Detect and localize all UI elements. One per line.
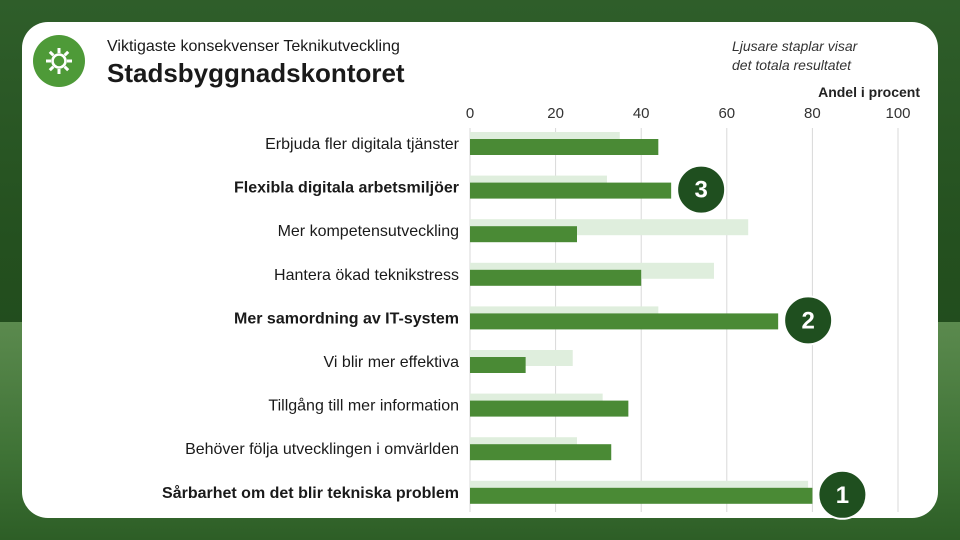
result-bar-5 xyxy=(470,357,526,373)
result-bar-3 xyxy=(470,269,642,286)
category-label-8: Sårbarhet om det blir tekniska problem xyxy=(162,484,459,502)
rank-badge-label-1: 1 xyxy=(836,482,849,509)
rank-badge-1 xyxy=(817,469,868,520)
rank-badge-label-3: 3 xyxy=(694,177,707,204)
result-bar-1 xyxy=(470,182,672,199)
rank-badge-2 xyxy=(783,295,834,346)
result-bar-6 xyxy=(470,400,629,417)
x-tick-label-100: 100 xyxy=(885,105,910,122)
x-tick-label-40: 40 xyxy=(633,105,650,122)
legend-note-line-1: Ljusare staplar visar xyxy=(732,38,858,54)
chart-subtitle: Viktigaste konsekvenser Teknikutveckling xyxy=(107,38,400,55)
legend-note-line-2: det totala resultatet xyxy=(732,57,852,73)
category-label-2: Mer kompetensutveckling xyxy=(278,223,459,240)
x-tick-label-80: 80 xyxy=(804,105,821,122)
category-label-5: Vi blir mer effektiva xyxy=(324,354,460,371)
x-axis-title: Andel i procent xyxy=(818,84,920,100)
category-label-3: Hantera ökad teknikstress xyxy=(274,267,459,284)
category-label-4: Mer samordning av IT-system xyxy=(234,310,459,327)
result-bar-8 xyxy=(470,487,813,504)
chart-title: Stadsbyggnadskontoret xyxy=(107,58,405,88)
x-tick-label-0: 0 xyxy=(466,105,474,122)
category-label-1: Flexibla digitala arbetsmiljöer xyxy=(234,180,459,197)
legend-note: Ljusare staplar visar det totala resulta… xyxy=(732,37,922,75)
rank-badge-label-2: 2 xyxy=(801,307,814,334)
category-label-0: Erbjuda fler digitala tjänster xyxy=(265,136,460,153)
result-bar-2 xyxy=(470,226,577,243)
result-bar-7 xyxy=(470,444,612,461)
rank-badge-3 xyxy=(676,164,727,215)
logo-badge xyxy=(33,35,85,87)
result-bar-4 xyxy=(470,313,779,330)
category-label-7: Behöver följa utvecklingen i omvärlden xyxy=(185,441,459,458)
gear-icon xyxy=(46,48,72,74)
x-tick-label-60: 60 xyxy=(718,105,735,122)
x-tick-label-20: 20 xyxy=(547,105,564,122)
category-label-6: Tillgång till mer information xyxy=(268,397,459,415)
result-bar-0 xyxy=(470,139,659,155)
